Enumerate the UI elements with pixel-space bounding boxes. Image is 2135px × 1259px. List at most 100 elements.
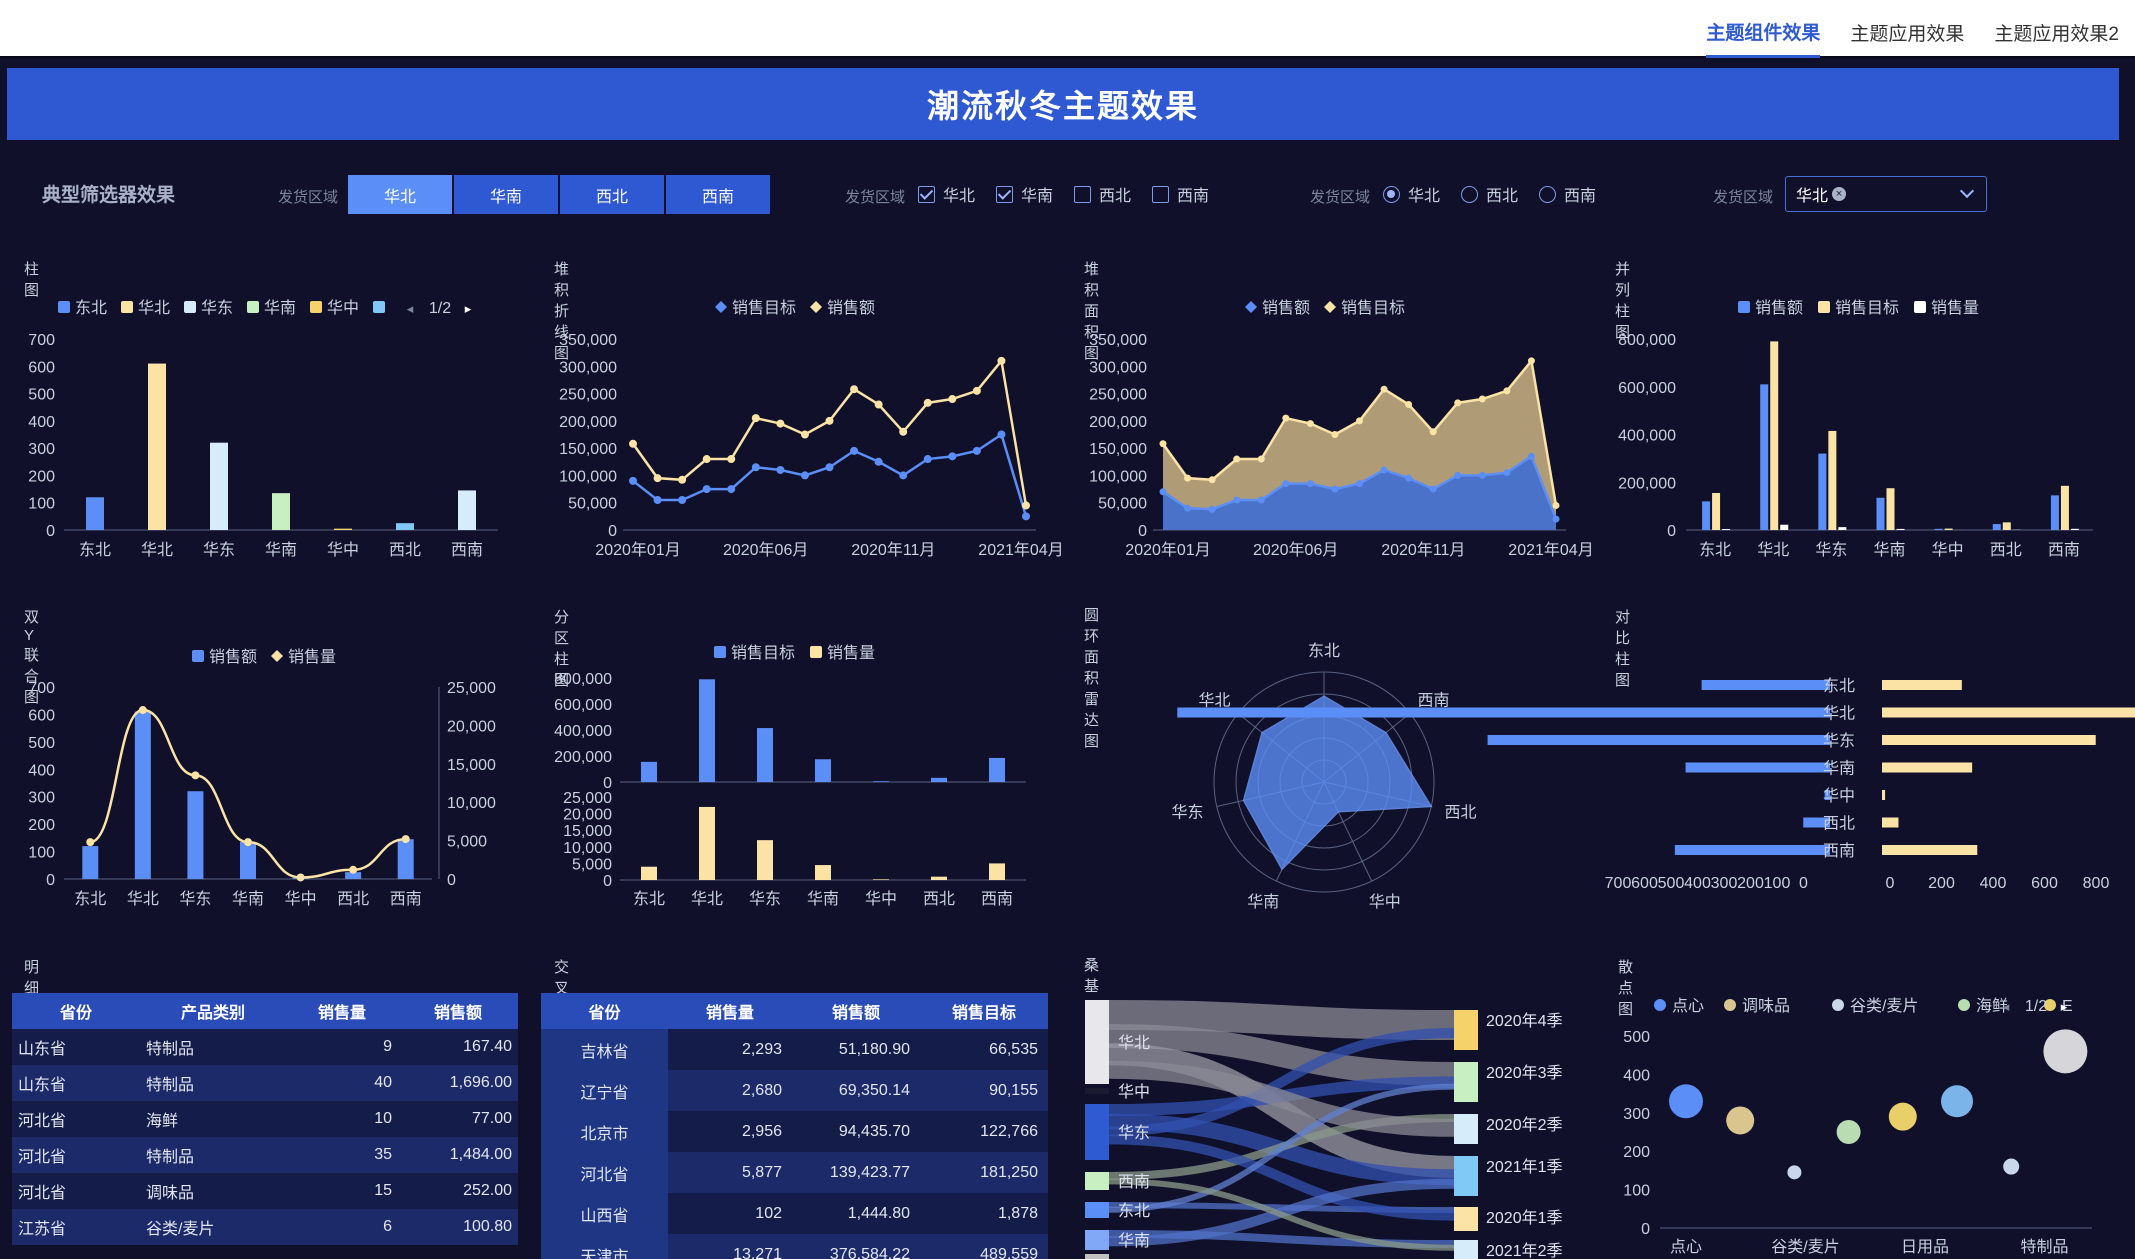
detail-table-row: 山东省 特制品 40 1,696.00 xyxy=(12,1065,518,1101)
checkbox-empty-icon[interactable] xyxy=(1074,185,1091,203)
bar xyxy=(1992,524,2001,530)
detail-table-cell: 1,484.00 xyxy=(449,1146,512,1163)
y-tick-label: 250,000 xyxy=(1089,387,1147,404)
filter-button-huabei[interactable]: 华北 xyxy=(348,175,452,214)
line-point xyxy=(972,446,981,455)
bar xyxy=(396,523,414,530)
area-point xyxy=(1282,480,1290,488)
checkbox-huabei[interactable]: 华北 xyxy=(918,182,975,206)
line-point xyxy=(751,463,760,472)
legend-label: E xyxy=(2062,998,2073,1015)
x-tick-label: 2020年11月 xyxy=(1381,541,1465,559)
cross-table-cell: 376,584.22 xyxy=(829,1245,910,1259)
filter-button-huanan[interactable]: 华南 xyxy=(454,175,558,214)
cross-table-cell: 94,435.70 xyxy=(838,1122,910,1140)
checkbox-huanan[interactable]: 华南 xyxy=(996,182,1053,206)
y-tick-label: 700 xyxy=(28,332,55,349)
y-tick-label: 500 xyxy=(1623,1029,1650,1046)
cross-table-cell: 122,766 xyxy=(980,1122,1038,1140)
radio-huabei[interactable]: 华北 xyxy=(1383,182,1440,206)
area-point xyxy=(1257,496,1265,504)
x-tick-label: 华中 xyxy=(285,890,317,908)
legend-prev-icon: ◂ xyxy=(407,301,414,316)
legend-marker-icon xyxy=(1914,301,1926,313)
checkbox-checked-icon[interactable] xyxy=(996,185,1013,203)
cross-table-row: 天津市 13,271 376,584.22 489,559 xyxy=(541,1234,1048,1259)
region-select[interactable]: 华北 × xyxy=(1785,176,1987,212)
bar xyxy=(699,679,715,782)
bar xyxy=(1760,384,1769,530)
clear-icon[interactable]: × xyxy=(1832,187,1847,201)
tab-theme-application[interactable]: 主题应用效果 xyxy=(1850,24,1965,45)
filter-label: 发货区域 xyxy=(1310,189,1371,206)
line-point xyxy=(899,471,908,480)
filter-button-xinan[interactable]: 西南 xyxy=(666,175,770,214)
line-point xyxy=(874,400,883,409)
series-line xyxy=(89,708,406,879)
sankey-left-label: 华东 xyxy=(1118,1124,1150,1142)
line-point xyxy=(629,439,637,448)
bar xyxy=(873,781,889,782)
radio-selected-icon[interactable] xyxy=(1383,185,1400,203)
sankey-node-right xyxy=(1454,1207,1478,1231)
area-point xyxy=(1208,505,1216,513)
tab-theme-application-2[interactable]: 主题应用效果2 xyxy=(1994,24,2119,45)
legend-label: 点心 xyxy=(1672,997,1704,1015)
checkbox-xinan[interactable]: 西南 xyxy=(1152,182,1209,206)
detail-table-cell: 1,696.00 xyxy=(449,1074,512,1091)
y-tick-label: 0 xyxy=(603,775,612,792)
y-tick-label: 10,000 xyxy=(563,840,612,857)
legend-label: 销售目标 xyxy=(1835,299,1899,317)
y-tick-label: 200,000 xyxy=(554,749,612,766)
line-point xyxy=(401,835,410,844)
sankey-link xyxy=(1108,1024,1455,1086)
area-point xyxy=(1527,357,1535,365)
tab-theme-components[interactable]: 主题组件效果 xyxy=(1706,0,1821,58)
y-tick-label: 600,000 xyxy=(554,697,612,714)
top-bar: 主题组件效果 主题应用效果 主题应用效果2 xyxy=(0,0,2135,58)
line-point xyxy=(850,385,859,394)
bar xyxy=(757,728,773,782)
cross-header-amount: 销售额 xyxy=(792,993,920,1029)
checkbox-empty-icon[interactable] xyxy=(1152,185,1169,203)
x-tick-label: 东北 xyxy=(74,890,106,908)
chevron-down-icon[interactable] xyxy=(1959,183,1975,199)
radio-empty-icon[interactable] xyxy=(1539,185,1556,203)
filter-button-xibei[interactable]: 西北 xyxy=(560,175,664,214)
cross-table-cell: 河北省 xyxy=(541,1152,668,1193)
legend-marker-icon xyxy=(373,301,385,313)
line-point xyxy=(138,706,147,715)
legend-label: 销售额 xyxy=(827,299,875,317)
filter-label: 发货区域 xyxy=(845,189,906,206)
area-sales xyxy=(1163,456,1556,530)
sankey-right-label: 2020年2季 xyxy=(1486,1116,1563,1134)
detail-table-cell: 河北省 xyxy=(18,1185,67,1202)
cross-table-cell: 69,350.14 xyxy=(838,1081,910,1099)
line-point xyxy=(244,838,252,847)
bar-left xyxy=(1177,707,1830,718)
x-tick-label: 东北 xyxy=(79,541,111,559)
category-label: 东北 xyxy=(1823,677,1855,695)
sankey-right-label: 2021年1季 xyxy=(1486,1158,1563,1176)
checkbox-xibei[interactable]: 西北 xyxy=(1074,182,1131,206)
checkbox-checked-icon[interactable] xyxy=(918,185,935,203)
detail-table-cell: 15 xyxy=(374,1182,392,1199)
radio-empty-icon[interactable] xyxy=(1461,185,1478,203)
sankey-link xyxy=(1108,1076,1455,1116)
detail-table-cell: 河北省 xyxy=(18,1113,67,1130)
radio-xinan[interactable]: 西南 xyxy=(1539,182,1596,206)
area-target xyxy=(1163,360,1556,530)
area-line xyxy=(1161,357,1558,506)
legend-marker-icon xyxy=(1654,999,1666,1011)
x-tick-label: 西北 xyxy=(389,541,421,559)
sankey-right-label: 2020年3季 xyxy=(1486,1064,1563,1082)
sankey-left-label: 东北 xyxy=(1118,1202,1150,1220)
area-point xyxy=(1454,471,1462,479)
y-right-tick-label: 20,000 xyxy=(447,718,496,735)
cross-table-row: 辽宁省 2,680 69,350.14 90,155 xyxy=(541,1070,1048,1111)
y-tick-label: 300 xyxy=(1623,1106,1650,1123)
bar xyxy=(1712,492,1721,530)
radio-xibei[interactable]: 西北 xyxy=(1461,182,1518,206)
detail-table-cell: 谷类/麦片 xyxy=(146,1221,215,1238)
detail-table-cell: 6 xyxy=(383,1218,392,1235)
